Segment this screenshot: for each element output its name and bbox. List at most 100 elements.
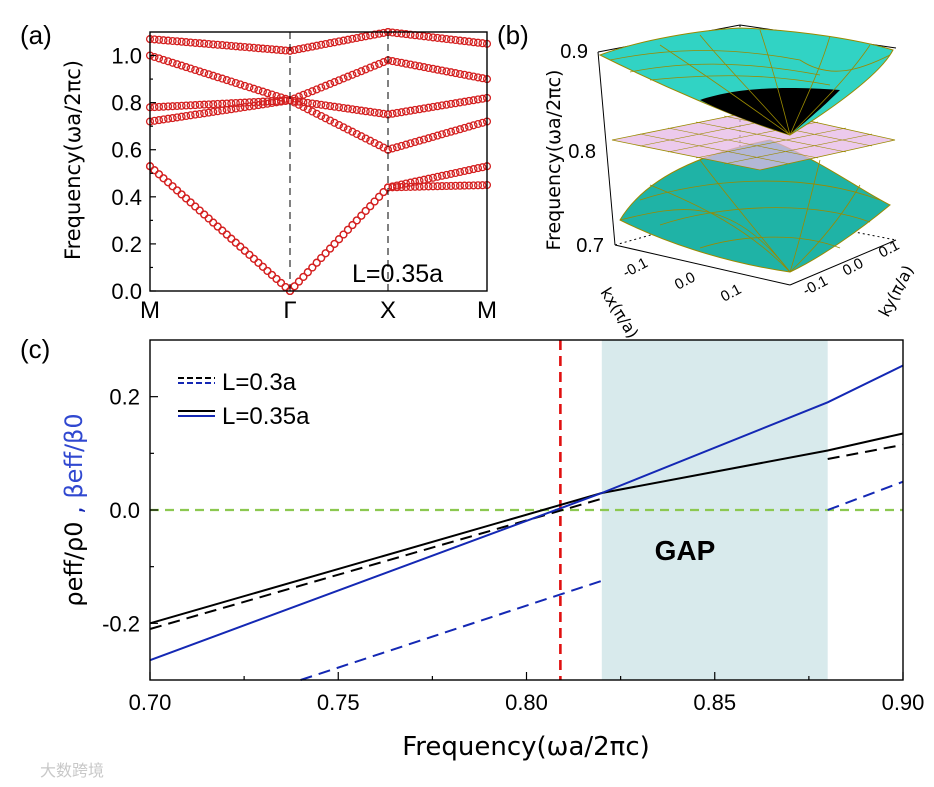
band-point	[159, 174, 168, 183]
band-point	[343, 125, 352, 134]
band-point	[451, 168, 460, 178]
band-point	[446, 169, 456, 178]
band-point	[415, 105, 424, 114]
band-point	[406, 182, 415, 191]
band-point	[348, 70, 357, 79]
band-point	[424, 32, 433, 41]
band-point	[182, 38, 191, 47]
band-point	[437, 66, 447, 75]
band-point	[469, 72, 478, 81]
band-point	[334, 76, 344, 85]
band-point	[388, 57, 397, 66]
band-point	[209, 218, 218, 227]
band-point	[343, 225, 352, 234]
panel-c-label: (c)	[20, 334, 50, 364]
band-point	[263, 44, 272, 53]
band-point	[388, 183, 397, 192]
band-point	[375, 141, 384, 150]
band-point	[406, 60, 415, 69]
band-point	[366, 107, 375, 116]
band-point	[308, 42, 317, 51]
band-point	[308, 263, 317, 272]
band-point	[370, 197, 379, 206]
panel-a-plot-area	[145, 27, 492, 296]
panel-b-lower-surface	[619, 139, 891, 273]
band-point	[473, 38, 483, 47]
band-point	[240, 246, 249, 255]
band-point	[150, 52, 159, 62]
band-point	[249, 254, 258, 263]
band-point	[240, 103, 249, 112]
panel-b-upper-surface	[598, 27, 894, 136]
band-point	[150, 116, 159, 125]
band-point	[473, 119, 483, 129]
band-point	[330, 102, 339, 111]
band-point	[424, 103, 433, 112]
band-point	[159, 115, 168, 124]
band-point	[321, 101, 330, 110]
band-point	[370, 61, 379, 70]
band-point	[177, 190, 186, 199]
band-point	[469, 121, 478, 130]
band-point	[392, 143, 402, 152]
band-point	[213, 73, 222, 82]
band-point	[254, 86, 263, 95]
band-point	[455, 167, 465, 177]
band-point	[348, 105, 357, 114]
ylabel-sep: ,	[60, 499, 88, 522]
band-point	[204, 70, 213, 79]
panel-b-kx-label: kx(π/a)	[597, 284, 643, 342]
band-point	[343, 35, 352, 44]
band-point	[419, 135, 429, 144]
band-point	[204, 108, 213, 117]
ylabel-beta: βeff/β0	[60, 413, 88, 498]
band-point	[312, 100, 321, 109]
band-point	[321, 249, 330, 258]
band-point	[419, 32, 429, 41]
band-point	[339, 103, 348, 113]
band-point	[258, 87, 267, 96]
band-point	[397, 141, 406, 150]
panel-c-ytick-label: 0.0	[109, 498, 140, 523]
band-point	[294, 277, 303, 286]
band-point	[330, 118, 339, 127]
band-point	[276, 278, 286, 287]
panel-b-label: (b)	[497, 20, 529, 50]
band-point	[195, 206, 204, 215]
band-point	[464, 166, 474, 175]
band-point	[451, 99, 460, 108]
band-point	[186, 198, 195, 207]
band-point	[437, 130, 447, 139]
band-point	[473, 164, 483, 173]
band-point	[464, 122, 474, 131]
band-point	[164, 114, 173, 123]
band-point	[361, 107, 370, 116]
band-point	[424, 174, 433, 183]
band-point	[173, 101, 182, 111]
band-point	[154, 54, 164, 63]
band-point	[375, 109, 384, 118]
band-point	[455, 36, 465, 45]
panel-b-kx-tick-2: 0.0	[672, 269, 698, 294]
band-point	[195, 100, 204, 109]
band-point	[299, 272, 308, 281]
band-point	[195, 39, 204, 48]
band-point	[227, 99, 236, 108]
band-point	[263, 99, 272, 108]
panel-c-xtick-label: 0.80	[505, 690, 548, 715]
band-point	[308, 87, 317, 96]
band-point	[339, 74, 348, 83]
band-point	[406, 139, 415, 148]
band-point	[312, 85, 321, 94]
band-point	[213, 40, 222, 49]
band-point	[410, 182, 420, 191]
band-point	[222, 41, 231, 50]
band-point	[218, 41, 227, 50]
band-point	[397, 29, 406, 38]
band-point	[249, 84, 258, 93]
band-point	[222, 230, 231, 239]
band-point	[334, 37, 344, 46]
band-point	[348, 127, 357, 136]
band-point	[352, 68, 361, 78]
band-point	[164, 102, 173, 111]
